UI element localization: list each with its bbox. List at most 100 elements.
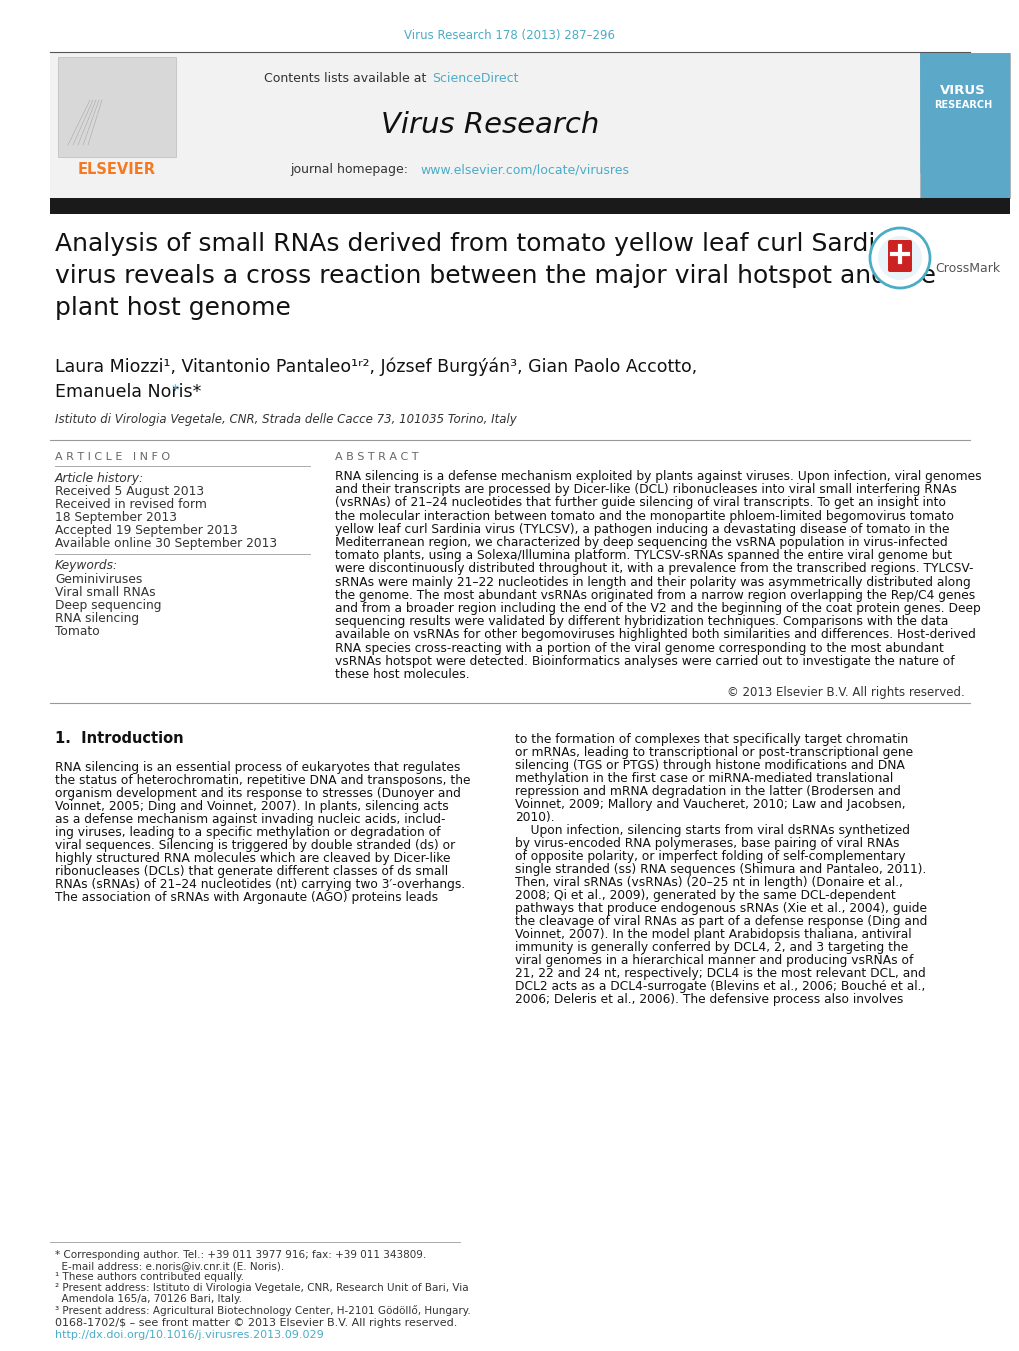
Text: Keywords:: Keywords: — [55, 559, 118, 571]
Text: DCL2 acts as a DCL4-surrogate (Blevins et al., 2006; Bouché et al.,: DCL2 acts as a DCL4-surrogate (Blevins e… — [515, 981, 924, 993]
Text: Mediterranean region, we characterized by deep sequencing the vsRNA population i: Mediterranean region, we characterized b… — [334, 536, 947, 549]
Text: Voinnet, 2005; Ding and Voinnet, 2007). In plants, silencing acts: Voinnet, 2005; Ding and Voinnet, 2007). … — [55, 800, 448, 813]
Bar — [919, 153, 1009, 157]
Text: these host molecules.: these host molecules. — [334, 667, 469, 681]
Text: 1.  Introduction: 1. Introduction — [55, 731, 183, 746]
Text: Deep sequencing: Deep sequencing — [55, 598, 161, 612]
Bar — [919, 113, 1009, 118]
Bar — [919, 81, 1009, 85]
Text: 2010).: 2010). — [515, 811, 554, 824]
Text: sequencing results were validated by different hybridization techniques. Compari: sequencing results were validated by dif… — [334, 615, 948, 628]
Text: http://dx.doi.org/10.1016/j.virusres.2013.09.029: http://dx.doi.org/10.1016/j.virusres.201… — [55, 1329, 323, 1340]
Bar — [919, 157, 1009, 161]
Bar — [919, 77, 1009, 81]
Text: 18 September 2013: 18 September 2013 — [55, 511, 177, 524]
Text: Virus Research: Virus Research — [380, 111, 598, 139]
Text: tomato plants, using a Solexa/Illumina platform. TYLCSV-sRNAs spanned the entire: tomato plants, using a Solexa/Illumina p… — [334, 550, 951, 562]
Bar — [919, 136, 1009, 141]
Text: were discontinuously distributed throughout it, with a prevalence from the trans: were discontinuously distributed through… — [334, 562, 972, 576]
Text: Accepted 19 September 2013: Accepted 19 September 2013 — [55, 524, 237, 536]
Text: Laura Miozzi¹, Vitantonio Pantaleo¹ʳ², József Burgýán³, Gian Paolo Accotto,: Laura Miozzi¹, Vitantonio Pantaleo¹ʳ², J… — [55, 358, 697, 377]
Bar — [919, 145, 1009, 149]
Text: ² Present address: Istituto di Virologia Vegetale, CNR, Research Unit of Bari, V: ² Present address: Istituto di Virologia… — [55, 1283, 468, 1293]
Bar — [919, 69, 1009, 73]
Text: yellow leaf curl Sardinia virus (TYLCSV), a pathogen inducing a devastating dise: yellow leaf curl Sardinia virus (TYLCSV)… — [334, 523, 949, 536]
Bar — [919, 109, 1009, 113]
Text: Tomato: Tomato — [55, 626, 100, 638]
Text: ing viruses, leading to a specific methylation or degradation of: ing viruses, leading to a specific methy… — [55, 827, 440, 839]
Text: to the formation of complexes that specifically target chromatin: to the formation of complexes that speci… — [515, 734, 907, 746]
Bar — [919, 73, 1009, 77]
Bar — [919, 53, 1009, 57]
Text: Emanuela Noris*: Emanuela Noris* — [55, 382, 201, 401]
Text: CrossMark: CrossMark — [934, 262, 1000, 274]
Bar — [919, 126, 1009, 128]
Text: or mRNAs, leading to transcriptional or post-transcriptional gene: or mRNAs, leading to transcriptional or … — [515, 746, 912, 759]
Bar — [919, 118, 1009, 122]
Text: RNA species cross-reacting with a portion of the viral genome corresponding to t: RNA species cross-reacting with a portio… — [334, 642, 943, 655]
Text: A R T I C L E   I N F O: A R T I C L E I N F O — [55, 453, 170, 462]
Text: 21, 22 and 24 nt, respectively; DCL4 is the most relevant DCL, and: 21, 22 and 24 nt, respectively; DCL4 is … — [515, 967, 925, 981]
Text: ELSEVIER: ELSEVIER — [77, 162, 156, 177]
Text: the molecular interaction between tomato and the monopartite phloem-limited bego: the molecular interaction between tomato… — [334, 509, 953, 523]
Text: Article history:: Article history: — [55, 471, 144, 485]
Bar — [919, 169, 1009, 173]
Text: highly structured RNA molecules which are cleaved by Dicer-like: highly structured RNA molecules which ar… — [55, 852, 450, 865]
Text: sRNAs were mainly 21–22 nucleotides in length and their polarity was asymmetrica: sRNAs were mainly 21–22 nucleotides in l… — [334, 576, 970, 589]
Text: Available online 30 September 2013: Available online 30 September 2013 — [55, 536, 277, 550]
Bar — [919, 61, 1009, 65]
Bar — [919, 53, 1009, 199]
Text: viral genomes in a hierarchical manner and producing vsRNAs of: viral genomes in a hierarchical manner a… — [515, 954, 912, 967]
Bar — [58, 57, 176, 157]
Text: ScienceDirect: ScienceDirect — [432, 72, 518, 85]
Text: plant host genome: plant host genome — [55, 296, 290, 320]
Text: journal homepage:: journal homepage: — [289, 163, 412, 177]
Text: virus reveals a cross reaction between the major viral hotspot and the: virus reveals a cross reaction between t… — [55, 263, 935, 288]
Text: of opposite polarity, or imperfect folding of self-complementary: of opposite polarity, or imperfect foldi… — [515, 850, 905, 863]
Text: 0168-1702/$ – see front matter © 2013 Elsevier B.V. All rights reserved.: 0168-1702/$ – see front matter © 2013 El… — [55, 1319, 457, 1328]
Circle shape — [869, 228, 929, 288]
Bar — [919, 132, 1009, 136]
Text: 2008; Qi et al., 2009), generated by the same DCL-dependent: 2008; Qi et al., 2009), generated by the… — [515, 889, 895, 902]
Text: pathways that produce endogenous sRNAs (Xie et al., 2004), guide: pathways that produce endogenous sRNAs (… — [515, 902, 926, 915]
Text: Then, viral sRNAs (vsRNAs) (20–25 nt in length) (Donaire et al.,: Then, viral sRNAs (vsRNAs) (20–25 nt in … — [515, 877, 902, 889]
Bar — [919, 65, 1009, 69]
Text: Analysis of small RNAs derived from tomato yellow leaf curl Sardinia: Analysis of small RNAs derived from toma… — [55, 232, 913, 255]
Text: repression and mRNA degradation in the latter (Brodersen and: repression and mRNA degradation in the l… — [515, 785, 900, 798]
Text: the genome. The most abundant vsRNAs originated from a narrow region overlapping: the genome. The most abundant vsRNAs ori… — [334, 589, 974, 601]
Bar — [919, 101, 1009, 105]
Text: * Corresponding author. Tel.: +39 011 3977 916; fax: +39 011 343809.: * Corresponding author. Tel.: +39 011 39… — [55, 1250, 426, 1260]
Bar — [919, 128, 1009, 132]
Bar — [50, 53, 919, 199]
Text: RNA silencing is a defense mechanism exploited by plants against viruses. Upon i: RNA silencing is a defense mechanism exp… — [334, 470, 980, 484]
Text: *: * — [172, 382, 178, 397]
Text: E-mail address: e.noris@iv.cnr.it (E. Noris).: E-mail address: e.noris@iv.cnr.it (E. No… — [55, 1260, 284, 1271]
Text: Contents lists available at: Contents lists available at — [263, 72, 430, 85]
Text: organism development and its response to stresses (Dunoyer and: organism development and its response to… — [55, 788, 461, 800]
Text: Istituto di Virologia Vegetale, CNR, Strada delle Cacce 73, 101035 Torino, Italy: Istituto di Virologia Vegetale, CNR, Str… — [55, 413, 517, 426]
Bar — [919, 89, 1009, 93]
Text: and their transcripts are processed by Dicer-like (DCL) ribonucleases into viral: and their transcripts are processed by D… — [334, 484, 956, 496]
Bar — [919, 85, 1009, 89]
Bar — [919, 141, 1009, 145]
Text: by virus-encoded RNA polymerases, base pairing of viral RNAs: by virus-encoded RNA polymerases, base p… — [515, 838, 899, 850]
Bar — [919, 105, 1009, 109]
Bar — [50, 199, 1009, 213]
Text: the status of heterochromatin, repetitive DNA and transposons, the: the status of heterochromatin, repetitiv… — [55, 774, 470, 788]
Text: Voinnet, 2009; Mallory and Vaucheret, 2010; Law and Jacobsen,: Voinnet, 2009; Mallory and Vaucheret, 20… — [515, 798, 905, 811]
Text: ³ Present address: Agricultural Biotechnology Center, H-2101 Gödöllő, Hungary.: ³ Present address: Agricultural Biotechn… — [55, 1305, 471, 1316]
FancyBboxPatch shape — [888, 240, 911, 272]
Text: vsRNAs hotspot were detected. Bioinformatics analyses were carried out to invest: vsRNAs hotspot were detected. Bioinforma… — [334, 655, 954, 667]
Bar — [919, 122, 1009, 126]
Text: Received 5 August 2013: Received 5 August 2013 — [55, 485, 204, 499]
Text: single stranded (ss) RNA sequences (Shimura and Pantaleo, 2011).: single stranded (ss) RNA sequences (Shim… — [515, 863, 925, 877]
Text: Virus Research 178 (2013) 287–296: Virus Research 178 (2013) 287–296 — [405, 28, 614, 42]
Text: The association of sRNAs with Argonaute (AGO) proteins leads: The association of sRNAs with Argonaute … — [55, 892, 438, 904]
Text: (vsRNAs) of 21–24 nucleotides that further guide silencing of viral transcripts.: (vsRNAs) of 21–24 nucleotides that furth… — [334, 496, 945, 509]
Bar — [50, 53, 187, 199]
Text: ribonucleases (DCLs) that generate different classes of ds small: ribonucleases (DCLs) that generate diffe… — [55, 865, 447, 878]
Text: RNA silencing: RNA silencing — [55, 612, 139, 626]
Text: RESEARCH: RESEARCH — [933, 100, 991, 109]
Text: RNA silencing is an essential process of eukaryotes that regulates: RNA silencing is an essential process of… — [55, 761, 460, 774]
Circle shape — [877, 236, 921, 280]
